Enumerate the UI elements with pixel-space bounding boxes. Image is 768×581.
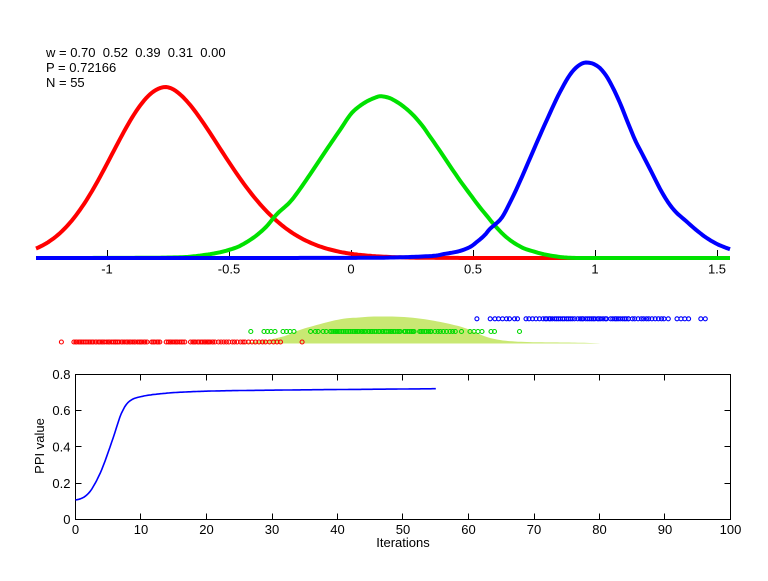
svg-text:40: 40 xyxy=(330,522,344,537)
svg-text:80: 80 xyxy=(592,522,606,537)
svg-text:50: 50 xyxy=(396,522,410,537)
svg-text:10: 10 xyxy=(134,522,148,537)
svg-text:-1: -1 xyxy=(101,262,113,277)
svg-text:w = 0.70 0.52 0.39 0.31 0.: w = 0.70 0.52 0.39 0.31 0.00 xyxy=(45,45,226,60)
svg-text:PPI value: PPI value xyxy=(32,418,47,474)
svg-text:0.6: 0.6 xyxy=(52,403,70,418)
svg-text:100: 100 xyxy=(720,522,742,537)
svg-text:-0.5: -0.5 xyxy=(218,262,240,277)
svg-text:60: 60 xyxy=(461,522,475,537)
svg-text:70: 70 xyxy=(527,522,541,537)
svg-text:0.8: 0.8 xyxy=(52,367,70,382)
svg-text:1: 1 xyxy=(591,262,598,277)
svg-text:0.4: 0.4 xyxy=(52,440,70,455)
svg-text:Iterations: Iterations xyxy=(376,535,430,550)
svg-text:1.5: 1.5 xyxy=(708,262,726,277)
svg-text:30: 30 xyxy=(265,522,279,537)
svg-text:0: 0 xyxy=(63,512,70,527)
svg-text:0.2: 0.2 xyxy=(52,476,70,491)
svg-text:P = 0.72166: P = 0.72166 xyxy=(46,60,116,75)
svg-text:90: 90 xyxy=(658,522,672,537)
svg-text:0: 0 xyxy=(72,522,79,537)
svg-text:0: 0 xyxy=(347,262,354,277)
svg-text:20: 20 xyxy=(199,522,213,537)
svg-text:0.5: 0.5 xyxy=(464,262,482,277)
svg-text:N = 55: N = 55 xyxy=(46,75,85,90)
